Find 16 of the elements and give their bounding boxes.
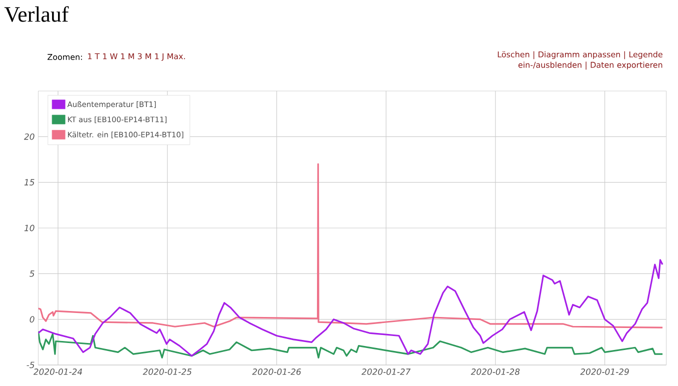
x-tick-label: 2020-01-26 [252,368,301,375]
x-tick-label: 2020-01-25 [142,368,192,375]
line-series [38,163,664,328]
y-tick-label: 10 [24,224,34,232]
chart-title: Verlauf [4,6,69,22]
y-tick-label: 0 [30,316,34,323]
y-tick-label: -5 [26,362,34,368]
line-series [38,330,664,358]
x-tick-label: 2020-01-29 [580,368,629,375]
x-tick-label: 2020-01-28 [470,368,520,375]
y-tick-label: 15 [24,179,34,186]
x-tick-label: 2020-01-27 [362,368,411,375]
y-tick-label: 20 [24,133,34,140]
x-tick-label: 2020-01-24 [33,368,82,375]
line-series [38,259,664,357]
y-tick-label: 5 [30,270,34,277]
